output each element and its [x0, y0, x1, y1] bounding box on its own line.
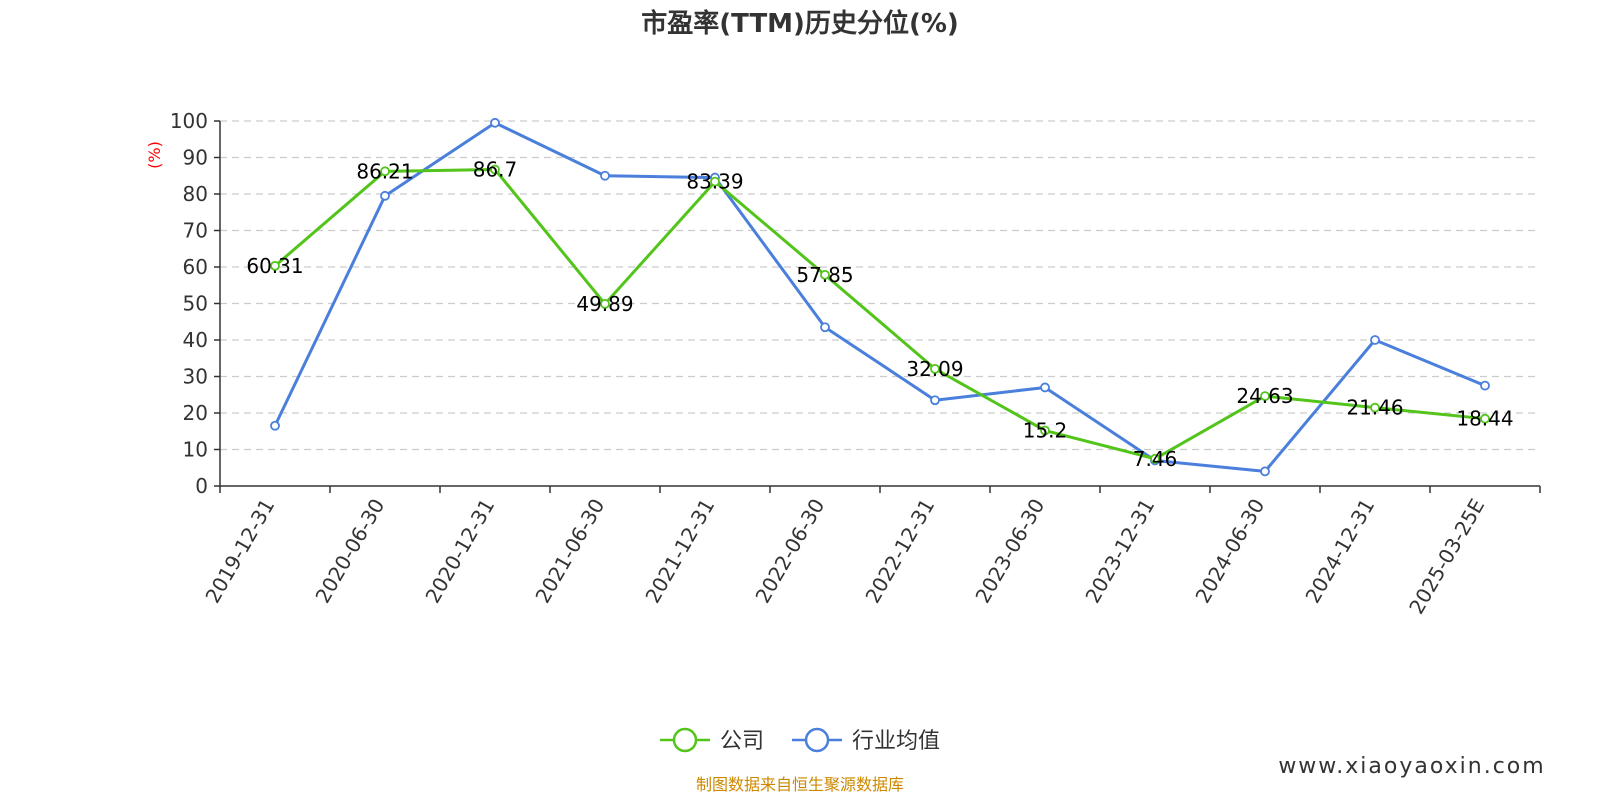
data-point	[1370, 402, 1380, 413]
legend-label: 行业均值	[852, 729, 940, 754]
data-label: 49.89	[576, 292, 633, 316]
data-label: 15.2	[1023, 419, 1068, 443]
data-label: 24.63	[1236, 384, 1293, 408]
y-tick-label: 0	[195, 474, 208, 498]
data-point	[380, 190, 390, 201]
x-tick-label: 2021-06-30	[530, 495, 609, 608]
x-tick-label: 2023-06-30	[970, 495, 1049, 608]
data-label: 21.46	[1346, 396, 1403, 420]
legend-label: 公司	[720, 729, 764, 754]
legend-marker	[804, 727, 830, 753]
y-axis-label: (%)	[145, 141, 164, 169]
data-point	[1040, 425, 1050, 436]
legend-marker	[672, 727, 698, 753]
x-tick-label: 2021-12-31	[640, 495, 719, 608]
y-tick-label: 90	[183, 146, 208, 170]
data-point	[1260, 391, 1270, 402]
x-tick-label: 2024-06-30	[1190, 495, 1269, 608]
axes: 0 10 20 30 40 50 60 70 80 90 100 2019-12-31 2020-06-…	[170, 109, 1541, 619]
data-point	[1370, 335, 1380, 345]
y-tick-label: 100	[170, 109, 208, 133]
data-source-note: 制图数据来自恒生聚源数据库	[696, 775, 904, 794]
data-point	[490, 164, 500, 175]
data-point	[380, 166, 390, 177]
y-tick-label: 60	[183, 255, 208, 279]
watermark: www.xiaoyaoxin.com	[1278, 754, 1545, 779]
data-point	[270, 420, 280, 431]
data-label: 57.85	[796, 263, 853, 287]
data-point	[710, 176, 720, 187]
x-tick-label: 2023-12-31	[1080, 495, 1159, 608]
x-tick-label: 2020-12-31	[420, 495, 499, 608]
y-tick-label: 20	[183, 401, 208, 425]
y-tick-label: 80	[183, 182, 208, 206]
y-tick-label: 70	[183, 219, 208, 243]
y-tick-label: 50	[183, 292, 208, 316]
data-point	[820, 322, 830, 333]
series-line	[273, 121, 1486, 473]
data-label: 86.7	[473, 158, 518, 182]
data-label: 83.39	[686, 170, 743, 194]
y-tick-label: 40	[183, 328, 208, 352]
data-label: 60.31	[246, 254, 303, 278]
data-label: 32.09	[906, 357, 963, 381]
series-layer	[270, 117, 1490, 477]
x-tick-label: 2025-03-25E	[1404, 495, 1489, 619]
y-tick-label: 10	[183, 438, 208, 462]
legend: 公司 行业均值	[660, 727, 940, 754]
data-label: 7.46	[1133, 447, 1178, 471]
data-point	[820, 269, 830, 280]
data-point	[1260, 466, 1270, 477]
data-point	[600, 170, 610, 181]
x-tick-label: 2022-12-31	[860, 495, 939, 608]
x-tick-label: 2019-12-31	[200, 495, 279, 608]
x-tick-label: 2022-06-30	[750, 495, 829, 608]
data-point	[600, 299, 610, 309]
data-point	[490, 117, 500, 128]
chart-title: 市盈率(TTM)历史分位(%)	[641, 8, 959, 39]
x-tick-label: 2020-06-30	[310, 495, 389, 608]
data-label: 18.44	[1456, 407, 1513, 431]
data-point	[1040, 382, 1050, 393]
data-label: 86.21	[356, 159, 413, 183]
data-point	[1150, 453, 1160, 464]
data-point	[930, 363, 940, 374]
data-point	[930, 395, 940, 406]
x-tick-label: 2024-12-31	[1300, 495, 1379, 608]
y-tick-label: 30	[183, 365, 208, 389]
data-point	[270, 260, 280, 271]
data-labels: 60.31 86.21 86.7 49.89 83.39 57.85 32.09 15.2 7.…	[246, 158, 1513, 471]
data-point	[1480, 413, 1490, 424]
series-line	[274, 168, 1486, 461]
data-point	[1480, 380, 1490, 391]
grid	[220, 120, 1540, 451]
